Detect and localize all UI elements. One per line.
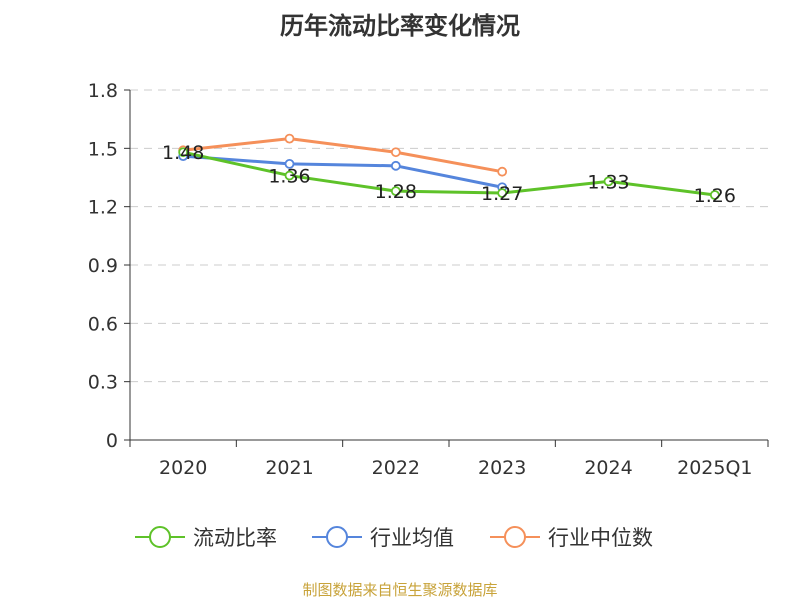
y-tick-label: 0.3 (88, 372, 118, 394)
data-point-1 (284, 158, 295, 169)
data-label: 1.36 (268, 166, 310, 188)
legend-label: 流动比率 (193, 526, 277, 550)
legend-label: 行业中位数 (548, 526, 653, 550)
y-tick-label: 0 (106, 430, 118, 452)
data-label: 1.28 (375, 181, 417, 203)
y-tick-label: 1.8 (88, 80, 118, 102)
x-tick-label: 2022 (372, 457, 420, 479)
x-tick-label: 2025Q1 (677, 457, 752, 479)
series-line-0 (182, 150, 716, 197)
data-point-2 (284, 133, 295, 144)
legend-marker (326, 526, 348, 548)
x-tick-label: 2021 (265, 457, 313, 479)
data-label: 1.33 (587, 171, 629, 193)
data-point-2 (390, 147, 401, 158)
series-line-2 (183, 137, 503, 174)
legend-marker (149, 526, 171, 548)
legend-marker (504, 526, 526, 548)
x-tick-label: 2023 (478, 457, 526, 479)
y-tick-label: 0.6 (88, 313, 118, 335)
series-line-1 (183, 154, 503, 189)
data-point-0 (390, 186, 401, 197)
x-tick-label: 2024 (584, 457, 632, 479)
y-tick-label: 1.5 (88, 138, 118, 160)
y-tick-label: 1.2 (88, 197, 118, 219)
y-tick-label: 0.9 (88, 255, 118, 277)
chart-title: 历年流动比率变化情况 (280, 12, 520, 40)
data-label: 1.48 (162, 142, 204, 164)
data-point-0 (497, 188, 508, 198)
data-point-2 (497, 166, 508, 177)
data-point-1 (390, 160, 401, 171)
data-point-0 (284, 170, 295, 181)
legend-label: 行业均值 (370, 526, 454, 550)
data-label: 1.27 (481, 183, 523, 205)
source-note: 制图数据来自恒生聚源数据库 (302, 581, 498, 599)
data-label: 1.26 (694, 185, 736, 207)
data-point-0 (709, 190, 720, 200)
x-tick-label: 2020 (159, 457, 207, 479)
data-point-0 (603, 176, 614, 187)
data-point-0 (178, 147, 189, 158)
